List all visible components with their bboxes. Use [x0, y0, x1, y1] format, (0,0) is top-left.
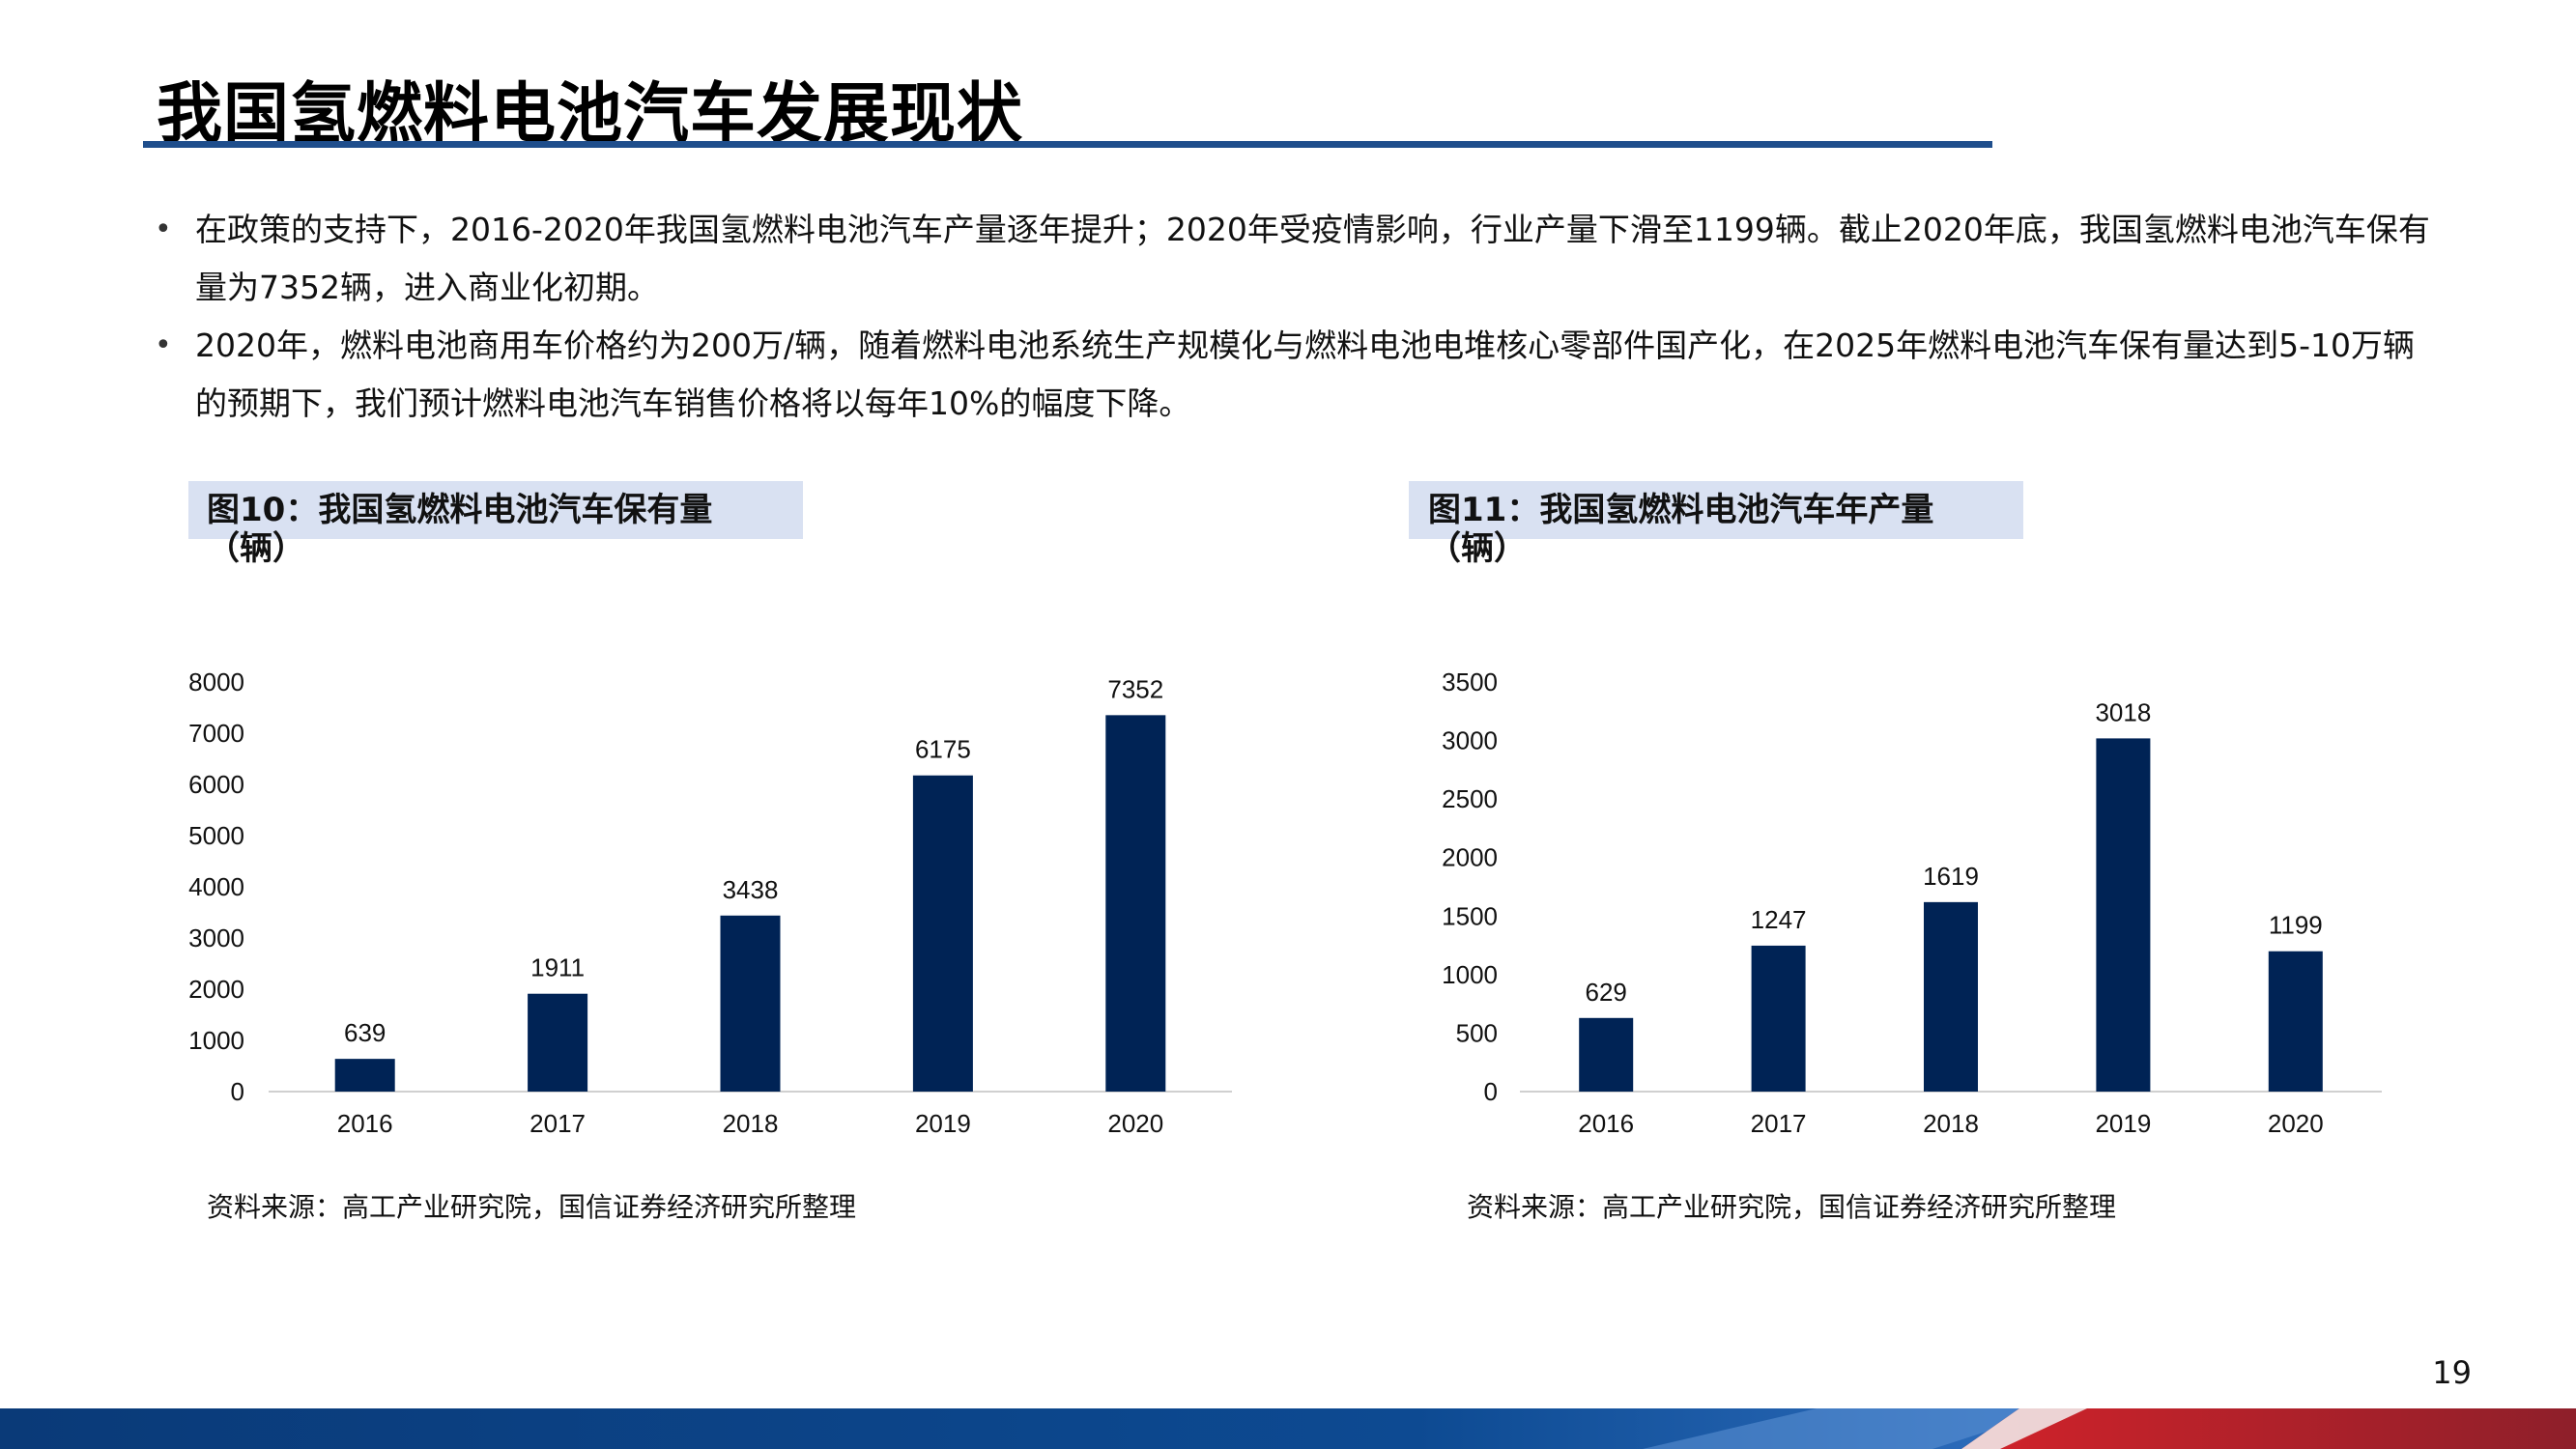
y-tick-label: 3000: [1442, 726, 1498, 755]
bullet-line: 的预期下，我们预计燃料电池汽车销售价格将以每年10%的幅度下降。: [195, 384, 1191, 422]
x-tick-label: 2019: [915, 1109, 971, 1138]
y-tick-label: 0: [231, 1077, 244, 1106]
figure-unit: （辆）: [1428, 529, 1527, 568]
data-label: 1199: [2269, 911, 2323, 940]
bar-chart-vehicle-stock: 0 1000 2000 3000 4000 5000 6000 7000 8000 639 2016…: [188, 668, 1232, 1138]
bar: [2268, 951, 2323, 1092]
x-tick-label: 2016: [337, 1109, 393, 1138]
x-tick-label: 2017: [1751, 1109, 1807, 1138]
data-label: 639: [344, 1018, 386, 1047]
x-tick-label: 2020: [2268, 1109, 2324, 1138]
data-label: 1247: [1751, 905, 1807, 934]
bullet-list: • 在政策的支持下，2016-2020年我国氢燃料电池汽车产量逐年提升；2020…: [155, 201, 2445, 433]
data-label: 1619: [1923, 862, 1979, 891]
page-number: 19: [2432, 1354, 2472, 1391]
figure-label-background: [188, 481, 803, 539]
y-tick-label: 1500: [1442, 901, 1498, 930]
y-tick-label: 5000: [188, 821, 244, 850]
x-tick-label: 2020: [1107, 1109, 1163, 1138]
figure-label-background: [1409, 481, 2023, 539]
bar: [1579, 1017, 1634, 1092]
data-label: 3438: [723, 875, 779, 904]
bar: [1924, 901, 1978, 1092]
y-tick-label: 2000: [1442, 843, 1498, 872]
slide-title: 我国氢燃料电池汽车发展现状: [157, 76, 1024, 153]
y-tick-label: 7000: [188, 719, 244, 748]
bar: [1751, 945, 1806, 1092]
data-label: 3018: [2095, 697, 2151, 726]
figure-title: 图10：我国氢燃料电池汽车保有量: [207, 491, 713, 529]
footer-band: [0, 1408, 2576, 1449]
x-tick-label: 2018: [1923, 1109, 1979, 1138]
bar-chart-annual-production: 0 500 1000 1500 2000 2500 3000 3500 629 2016 1247 2…: [1442, 668, 2382, 1138]
y-tick-label: 500: [1456, 1018, 1498, 1047]
data-label: 1911: [530, 953, 585, 982]
bullet-item: • 在政策的支持下，2016-2020年我国氢燃料电池汽车产量逐年提升；2020…: [155, 201, 2445, 317]
bar: [528, 993, 588, 1092]
y-tick-label: 8000: [188, 668, 244, 696]
y-tick-label: 1000: [188, 1026, 244, 1055]
figure-unit: （辆）: [207, 529, 305, 568]
bullet-item: • 2020年，燃料电池商用车价格约为200万/辆，随着燃料电池系统生产规模化与…: [155, 317, 2445, 433]
bar: [720, 915, 781, 1092]
data-label: 6175: [915, 735, 971, 764]
data-label: 629: [1586, 978, 1627, 1007]
bullet-line: 量为7352辆，进入商业化初期。: [195, 269, 659, 306]
y-tick-label: 3500: [1442, 668, 1498, 696]
x-tick-label: 2018: [723, 1109, 779, 1138]
y-tick-label: 3000: [188, 923, 244, 952]
data-label: 7352: [1107, 674, 1163, 703]
y-tick-label: 2000: [188, 975, 244, 1004]
bullet-dot-icon: •: [155, 213, 172, 246]
y-tick-label: 2500: [1442, 784, 1498, 813]
figure-title: 图11：我国氢燃料电池汽车年产量: [1428, 491, 1934, 529]
x-tick-label: 2016: [1578, 1109, 1634, 1138]
title-underline: [143, 141, 1992, 148]
x-tick-label: 2019: [2095, 1109, 2151, 1138]
y-tick-label: 1000: [1442, 960, 1498, 989]
bar: [912, 775, 973, 1092]
y-tick-label: 4000: [188, 872, 244, 901]
bullet-dot-icon: •: [155, 328, 172, 362]
source-note: 资料来源：高工产业研究院，国信证券经济研究所整理: [1467, 1191, 2117, 1223]
bullet-line: 2020年，燃料电池商用车价格约为200万/辆，随着燃料电池系统生产规模化与燃料…: [195, 327, 2415, 364]
source-note: 资料来源：高工产业研究院，国信证券经济研究所整理: [207, 1191, 857, 1223]
bar: [1105, 715, 1166, 1092]
x-tick-label: 2017: [530, 1109, 586, 1138]
bullet-line: 在政策的支持下，2016-2020年我国氢燃料电池汽车产量逐年提升；2020年受…: [195, 211, 2430, 248]
y-tick-label: 6000: [188, 770, 244, 799]
bar: [334, 1059, 395, 1092]
bar: [2096, 738, 2151, 1092]
y-tick-label: 0: [1484, 1077, 1498, 1106]
